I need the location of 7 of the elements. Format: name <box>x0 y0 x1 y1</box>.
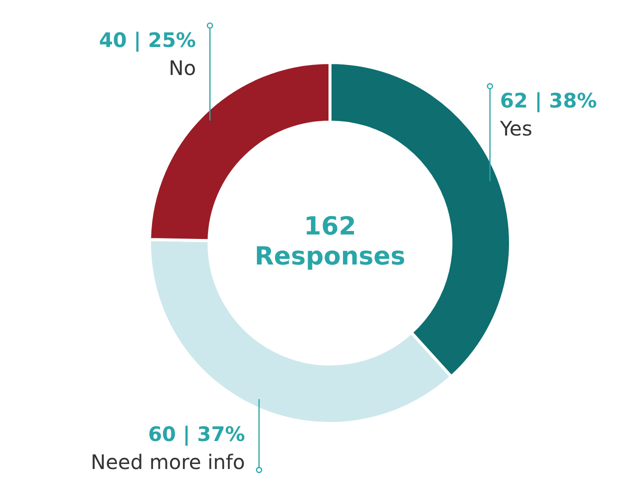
text: 162 Responses <box>254 212 406 270</box>
data-label: 40 | 25% <box>98 28 196 52</box>
data-label: 60 | 37% <box>148 422 246 446</box>
slice-label: No <box>168 56 196 80</box>
slice-label: Yes <box>498 116 532 140</box>
slice-label: Need more info <box>90 450 246 474</box>
data-label: 62 | 38% <box>500 88 597 112</box>
